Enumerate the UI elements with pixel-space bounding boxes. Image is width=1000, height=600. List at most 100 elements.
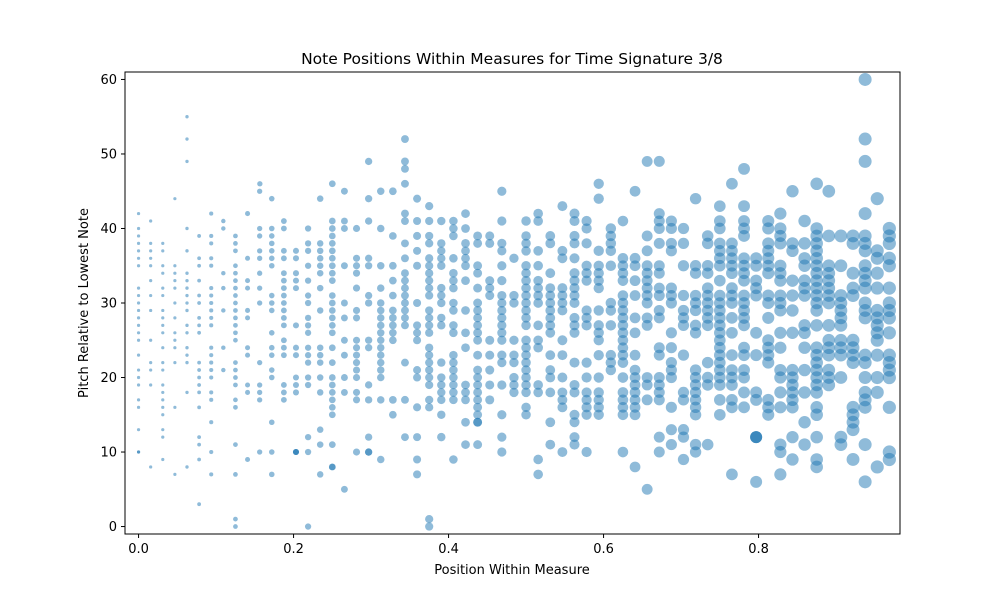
- data-point: [593, 282, 604, 294]
- y-tick-label: 10: [100, 446, 117, 461]
- data-point: [185, 137, 189, 141]
- data-point: [521, 231, 531, 241]
- data-point: [425, 202, 434, 211]
- data-point: [533, 320, 543, 331]
- data-point: [233, 382, 238, 388]
- data-point: [316, 374, 324, 381]
- data-point: [545, 268, 556, 279]
- data-point: [870, 348, 884, 362]
- data-point: [173, 331, 177, 335]
- data-point: [521, 372, 531, 383]
- data-point: [569, 283, 580, 294]
- data-point: [280, 225, 287, 232]
- data-point: [389, 187, 397, 196]
- data-point: [569, 216, 580, 227]
- data-point: [786, 274, 799, 287]
- data-point: [762, 334, 775, 347]
- data-point: [233, 397, 238, 403]
- data-point: [533, 246, 543, 256]
- data-point: [629, 349, 641, 361]
- data-point: [328, 314, 336, 322]
- data-point: [257, 449, 263, 455]
- data-point: [569, 275, 580, 286]
- data-point: [689, 289, 702, 302]
- data-point: [497, 328, 507, 338]
- data-point: [401, 254, 409, 263]
- data-point: [173, 197, 177, 201]
- data-point: [641, 282, 653, 294]
- data-point: [197, 330, 201, 335]
- data-point: [629, 372, 641, 383]
- data-point: [245, 211, 251, 217]
- data-point: [870, 281, 884, 295]
- data-point: [485, 365, 495, 375]
- data-point: [245, 456, 251, 463]
- data-point: [786, 326, 799, 339]
- data-point: [425, 328, 434, 337]
- data-point: [316, 240, 324, 247]
- data-point: [509, 387, 519, 398]
- data-point: [257, 397, 263, 403]
- data-point: [425, 313, 434, 323]
- data-point: [377, 284, 385, 292]
- data-point: [581, 394, 592, 405]
- data-point: [437, 373, 446, 382]
- x-axis: 0.0 0.2 0.4 0.6 0.8: [128, 534, 769, 557]
- data-point: [786, 237, 799, 250]
- data-point: [701, 356, 714, 369]
- data-point: [882, 326, 896, 340]
- data-point: [798, 274, 811, 287]
- data-point: [233, 300, 238, 306]
- data-point: [268, 344, 275, 351]
- data-point: [786, 304, 799, 317]
- data-point: [473, 238, 483, 248]
- data-point: [593, 178, 604, 189]
- data-point: [292, 247, 300, 254]
- data-point: [726, 364, 738, 376]
- data-point: [364, 217, 373, 225]
- data-point: [617, 260, 629, 272]
- data-point: [581, 215, 592, 227]
- data-point: [774, 341, 787, 354]
- data-point: [473, 365, 483, 375]
- data-point: [461, 224, 470, 233]
- data-point: [316, 307, 324, 314]
- data-point: [617, 290, 629, 301]
- data-point: [340, 374, 348, 381]
- data-point: [316, 269, 324, 277]
- data-point: [846, 266, 860, 280]
- data-point: [401, 239, 409, 248]
- data-point: [461, 239, 470, 248]
- data-point: [497, 447, 507, 457]
- x-tick-label: 0.2: [283, 542, 304, 557]
- data-point: [425, 269, 434, 278]
- data-point: [437, 313, 446, 323]
- data-point: [677, 386, 690, 399]
- data-point: [257, 389, 263, 396]
- data-point: [221, 345, 226, 350]
- data-point: [257, 359, 263, 366]
- data-point: [569, 230, 580, 241]
- data-point: [437, 246, 446, 256]
- data-point: [858, 348, 872, 362]
- data-point: [304, 381, 312, 389]
- data-point: [822, 319, 836, 332]
- data-point: [352, 448, 361, 456]
- data-point: [197, 323, 201, 328]
- data-point: [209, 360, 214, 365]
- data-point: [473, 440, 483, 450]
- data-point: [352, 284, 361, 292]
- data-point: [774, 259, 787, 272]
- data-point: [545, 290, 556, 301]
- data-point: [810, 453, 823, 466]
- data-point: [473, 402, 483, 412]
- data-point: [389, 232, 397, 240]
- data-point: [641, 267, 653, 279]
- data-point: [533, 342, 543, 353]
- x-tick-label: 0.6: [593, 542, 614, 557]
- data-point: [185, 331, 189, 335]
- data-point: [209, 300, 214, 306]
- data-point: [425, 276, 434, 285]
- data-point: [292, 277, 300, 284]
- data-point: [605, 305, 617, 316]
